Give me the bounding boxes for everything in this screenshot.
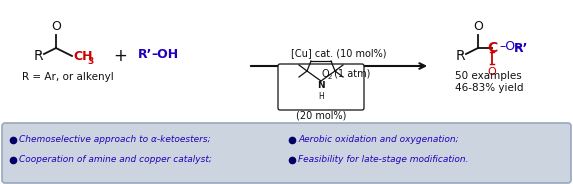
FancyBboxPatch shape	[278, 64, 364, 110]
Text: C: C	[487, 41, 497, 55]
Text: (20 mol%): (20 mol%)	[296, 110, 346, 120]
Text: CH: CH	[73, 50, 92, 63]
Text: O: O	[473, 20, 483, 33]
Text: –OH: –OH	[151, 47, 178, 61]
Text: Feasibility for late-stage modification.: Feasibility for late-stage modification.	[298, 155, 469, 164]
Text: 3: 3	[87, 56, 93, 66]
Text: O: O	[51, 20, 61, 33]
Text: Chemoselective approach to α-ketoesters;: Chemoselective approach to α-ketoesters;	[19, 135, 211, 144]
Text: O: O	[321, 69, 329, 79]
Text: 46-83% yield: 46-83% yield	[455, 83, 524, 93]
Text: R = Ar, or alkenyl: R = Ar, or alkenyl	[22, 72, 114, 82]
Text: (1 atm): (1 atm)	[331, 69, 370, 79]
FancyBboxPatch shape	[2, 123, 571, 183]
Text: H: H	[318, 92, 324, 101]
Text: –O–: –O–	[499, 40, 521, 52]
Text: R: R	[455, 49, 465, 63]
Text: 50 examples: 50 examples	[455, 71, 522, 81]
Text: 2: 2	[328, 74, 332, 80]
Text: R’: R’	[514, 42, 528, 54]
Text: [Cu] cat. (10 mol%): [Cu] cat. (10 mol%)	[291, 48, 387, 58]
Text: N: N	[317, 82, 325, 91]
Text: Cooperation of amine and copper catalyst;: Cooperation of amine and copper catalyst…	[19, 155, 212, 164]
Text: O: O	[488, 67, 496, 77]
Text: +: +	[113, 47, 127, 65]
Text: R’: R’	[138, 47, 152, 61]
Text: Aerobic oxidation and oxygenation;: Aerobic oxidation and oxygenation;	[298, 135, 458, 144]
Text: R: R	[33, 49, 43, 63]
